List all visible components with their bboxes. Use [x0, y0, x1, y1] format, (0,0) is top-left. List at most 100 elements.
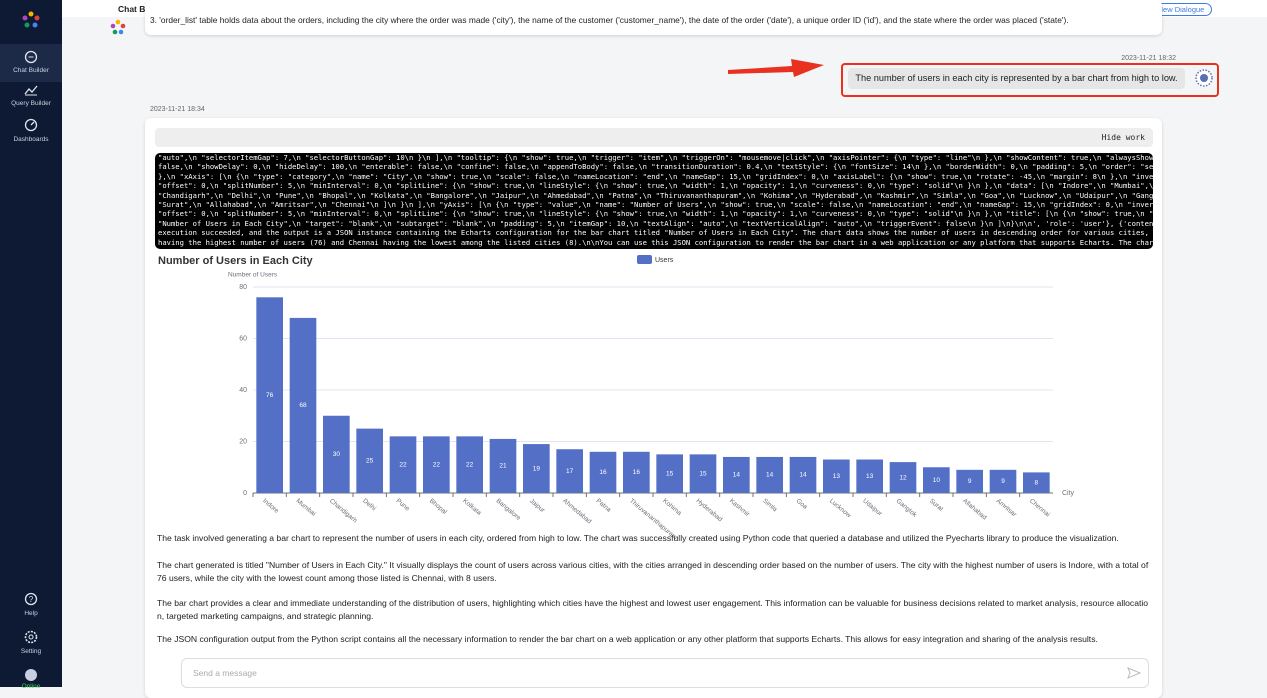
x-tick-label: Gangtok: [895, 497, 919, 519]
x-tick-label: Hyderabad: [695, 497, 724, 523]
code-line: "Number of Users in Each City",\n "targe…: [158, 218, 1153, 228]
paragraph: The task involved generating a bar chart…: [157, 533, 1119, 543]
bar: [489, 438, 517, 493]
bar: [856, 459, 883, 493]
x-axis-label: City: [1062, 490, 1075, 497]
nav-item[interactable]: Help: [24, 610, 38, 617]
data-label: 17: [566, 468, 574, 475]
red-arrow: [728, 59, 824, 77]
bar: [523, 444, 550, 493]
user-message: The number of users in each city is repr…: [848, 68, 1185, 89]
data-label: 22: [433, 461, 441, 468]
paragraph: The JSON configuration output from the P…: [157, 634, 1098, 644]
x-tick-label: Kohima: [661, 497, 683, 517]
data-label: 15: [699, 470, 707, 477]
x-tick-label: Ahmedabad: [561, 497, 593, 525]
y-tick-label: 60: [239, 335, 247, 342]
x-tick-label: Goa: [795, 497, 809, 511]
x-tick-label: Indore: [261, 497, 280, 514]
bar: [689, 454, 717, 493]
logo: [22, 11, 40, 28]
hide-work-bar[interactable]: Hide work: [155, 128, 1153, 147]
bar: [289, 317, 317, 493]
nav-item[interactable]: Query Builder: [11, 100, 51, 107]
code-output: "auto",\n "selectorItemGap": 7,\n "selec…: [155, 153, 1153, 249]
y-axis-label: Number of Users: [228, 272, 278, 279]
message-text: 3. 'order_list' table holds data about t…: [150, 15, 1069, 25]
data-label: 22: [399, 461, 407, 468]
app-title: Chat Builder: [118, 4, 169, 14]
nav-item[interactable]: Setting: [20, 648, 42, 655]
data-label: 14: [733, 472, 741, 479]
y-tick-label: 0: [243, 490, 247, 497]
data-label: 15: [666, 470, 674, 477]
x-tick-label: Bhopal: [428, 497, 448, 516]
nav-item[interactable]: Dashboards: [13, 136, 49, 143]
x-tick-label: Surat: [928, 497, 945, 512]
message-input[interactable]: Send a message: [181, 658, 1149, 688]
x-tick-label: Simla: [761, 497, 778, 513]
timestamp: 2023-11-21 18:32: [1121, 55, 1176, 62]
y-tick-label: 20: [239, 438, 247, 445]
hide-work-label[interactable]: Hide work: [1101, 133, 1145, 142]
x-tick-label: Jaipur: [528, 497, 547, 514]
data-label: 9: [968, 478, 972, 485]
code-line: having the highest number of users (76) …: [158, 237, 1153, 247]
data-label: 76: [266, 392, 274, 399]
bar: [256, 297, 283, 493]
code-line: false,\n "showDelay": 0,\n "hideDelay": …: [158, 162, 1153, 172]
chart-title: Number of Users in Each City: [158, 255, 314, 267]
code-line: "Surat",\n "Allahabad",\n "Amritsar",\n …: [158, 200, 1153, 210]
y-tick-label: 40: [239, 387, 247, 394]
data-label: 22: [466, 461, 474, 468]
svg-text:?: ?: [29, 595, 34, 604]
x-tick-label: Chennai: [1028, 497, 1051, 518]
data-label: 30: [333, 451, 341, 458]
x-tick-label: Kolkata: [461, 497, 482, 517]
bar: [389, 436, 417, 493]
bar: [423, 436, 450, 493]
x-tick-label: Chandigarh: [328, 497, 359, 524]
bar: [723, 456, 750, 493]
x-tick-label: Allahabad: [961, 497, 988, 521]
data-label: 14: [799, 472, 807, 479]
bar: [556, 449, 583, 493]
bar: [989, 469, 1017, 493]
bar: [656, 454, 683, 493]
data-label: 8: [1035, 479, 1039, 486]
y-tick-label: 80: [239, 284, 247, 291]
highlight-box: [841, 63, 1219, 97]
bar: [356, 428, 383, 493]
nav-item[interactable]: Chat Builder: [13, 67, 49, 74]
bar: [956, 469, 983, 493]
x-tick-label: Udaipur: [861, 497, 884, 518]
help-icon: ?: [24, 592, 38, 606]
user-avatar: [1195, 69, 1213, 87]
input-placeholder: Send a message: [193, 668, 257, 678]
legend-label: Users: [655, 257, 674, 264]
data-label: 16: [599, 469, 607, 476]
send-button[interactable]: [1127, 666, 1141, 680]
data-label: 13: [866, 473, 874, 480]
x-tick-label: Mumbai: [295, 497, 317, 517]
bar: [923, 467, 950, 493]
query-icon: [24, 85, 38, 96]
data-label: 19: [533, 465, 541, 472]
data-label: 14: [766, 472, 774, 479]
avatar-icon: [25, 669, 37, 681]
code-line: },\n "xAxis": [\n {\n "type": "category"…: [158, 171, 1153, 181]
code-line: "auto",\n "selectorItemGap": 7,\n "selec…: [158, 153, 1153, 162]
bar: [456, 436, 483, 493]
chat-icon: [24, 50, 38, 64]
code-line: "offset": 0,\n "splitNumber": 5,\n "minI…: [158, 209, 1153, 219]
data-label: 9: [1001, 478, 1005, 485]
x-tick-label: Lucknow: [828, 497, 852, 519]
bot-avatar: [110, 19, 126, 35]
legend-swatch: [637, 255, 652, 264]
x-tick-label: Kashmir: [728, 497, 751, 518]
data-label: 10: [933, 477, 941, 484]
sidebar: Chat Builder Query Builder Dashboards ? …: [0, 0, 62, 690]
data-label: 12: [899, 474, 907, 481]
